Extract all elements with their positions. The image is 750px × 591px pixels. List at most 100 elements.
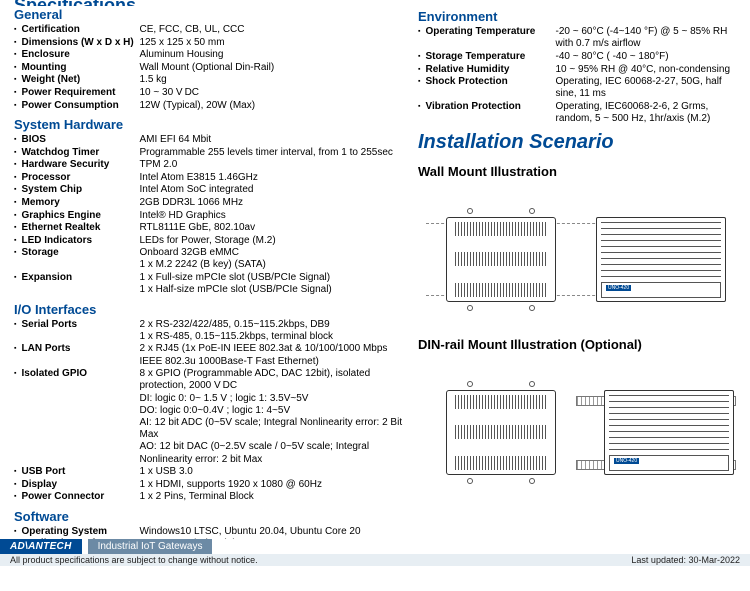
- wall-mount-title: Wall Mount Illustration: [418, 164, 734, 179]
- spec-row: System ChipIntel Atom SoC integrated: [14, 184, 410, 197]
- spec-label: LED Indicators: [21, 235, 139, 247]
- spec-row: Memory2GB DDR3L 1066 MHz: [14, 197, 410, 210]
- section-general: General: [14, 7, 410, 22]
- spec-value: 12W (Typical), 20W (Max): [139, 100, 410, 112]
- list-environment: Operating Temperature-20 ~ 60°C (-4~140 …: [418, 26, 734, 125]
- list-io: Serial Ports2 x RS-232/422/485, 0.15~115…: [14, 319, 410, 504]
- spec-label: Processor: [21, 172, 139, 184]
- spec-value: 1 x Full-size mPCIe slot (USB/PCIe Signa…: [139, 272, 410, 296]
- spec-row: Shock ProtectionOperating, IEC 60068-2-2…: [418, 76, 734, 101]
- spec-value: TPM 2.0: [139, 159, 410, 171]
- spec-label: Dimensions (W x D x H): [21, 37, 139, 49]
- spec-row: ProcessorIntel Atom E3815 1.46GHz: [14, 172, 410, 185]
- list-general: CertificationCE, FCC, CB, UL, CCCDimensi…: [14, 24, 410, 112]
- section-software: Software: [14, 509, 410, 524]
- footer-updated: Last updated: 30-Mar-2022: [631, 555, 740, 565]
- spec-value: -40 ~ 80°C ( -40 ~ 180°F): [555, 51, 734, 63]
- spec-row: Watchdog TimerProgrammable 255 levels ti…: [14, 147, 410, 160]
- cut-heading: Specifications: [14, 0, 410, 6]
- spec-row: Vibration ProtectionOperating, IEC60068-…: [418, 101, 734, 126]
- spec-label: Relative Humidity: [425, 64, 555, 76]
- footer-note: All product specifications are subject t…: [10, 555, 258, 565]
- section-environment: Environment: [418, 9, 734, 24]
- spec-label: Vibration Protection: [425, 101, 555, 113]
- spec-row: CertificationCE, FCC, CB, UL, CCC: [14, 24, 410, 37]
- spec-row: Power Consumption12W (Typical), 20W (Max…: [14, 99, 410, 112]
- spec-label: Mounting: [21, 62, 139, 74]
- spec-row: Operating SystemWindows10 LTSC, Ubuntu 2…: [14, 526, 410, 539]
- spec-value: 10 ~ 95% RH @ 40°C, non-condensing: [555, 64, 734, 76]
- spec-label: Weight (Net): [21, 74, 139, 86]
- spec-label: Operating Temperature: [425, 26, 555, 38]
- spec-row: LAN Ports2 x RJ45 (1x PoE-IN IEEE 802.3a…: [14, 343, 410, 368]
- spec-value: -20 ~ 60°C (-4~140 °F) @ 5 ~ 85% RH with…: [555, 26, 734, 50]
- spec-label: Isolated GPIO: [21, 368, 139, 380]
- spec-label: Storage Temperature: [425, 51, 555, 63]
- spec-label: Ethernet Realtek: [21, 222, 139, 234]
- spec-label: Shock Protection: [425, 76, 555, 88]
- device-label: UNO-420: [614, 458, 639, 464]
- brand-logo: AD\ANTECH: [0, 539, 82, 554]
- spec-value: 1.5 kg: [139, 74, 410, 86]
- device-label: UNO-420: [606, 285, 631, 291]
- spec-label: Operating System: [21, 526, 139, 538]
- spec-label: BIOS: [21, 134, 139, 146]
- spec-row: USB Port1 x USB 3.0: [14, 466, 410, 479]
- spec-label: System Chip: [21, 184, 139, 196]
- spec-value: 2 x RS-232/422/485, 0.15~115.2kbps, DB91…: [139, 319, 410, 343]
- section-hardware: System Hardware: [14, 117, 410, 132]
- spec-row: Relative Humidity10 ~ 95% RH @ 40°C, non…: [418, 63, 734, 76]
- spec-value: 2 x RJ45 (1x PoE-IN IEEE 802.3at & 10/10…: [139, 343, 410, 367]
- spec-value: 1 x HDMI, supports 1920 x 1080 @ 60Hz: [139, 479, 410, 491]
- spec-value: 2GB DDR3L 1066 MHz: [139, 197, 410, 209]
- spec-value: Operating, IEC60068-2-6, 2 Grms, random,…: [555, 101, 734, 125]
- spec-value: 1 x 2 Pins, Terminal Block: [139, 491, 410, 503]
- spec-value: AMI EFI 64 Mbit: [139, 134, 410, 146]
- installation-scenario-title: Installation Scenario: [418, 131, 734, 154]
- spec-row: EnclosureAluminum Housing: [14, 49, 410, 62]
- section-io: I/O Interfaces: [14, 302, 410, 317]
- spec-row: LED IndicatorsLEDs for Power, Storage (M…: [14, 234, 410, 247]
- spec-label: Power Consumption: [21, 100, 139, 112]
- spec-label: Expansion: [21, 272, 139, 284]
- spec-value: 1 x USB 3.0: [139, 466, 410, 478]
- spec-row: StorageOnboard 32GB eMMC1 x M.2 2242 (B …: [14, 247, 410, 272]
- spec-value: CE, FCC, CB, UL, CCC: [139, 24, 410, 36]
- spec-value: Windows10 LTSC, Ubuntu 20.04, Ubuntu Cor…: [139, 526, 410, 538]
- spec-value: Onboard 32GB eMMC1 x M.2 2242 (B key) (S…: [139, 247, 410, 271]
- spec-label: Certification: [21, 24, 139, 36]
- spec-row: Storage Temperature-40 ~ 80°C ( -40 ~ 18…: [418, 51, 734, 64]
- spec-value: RTL8111E GbE, 802.10av: [139, 222, 410, 234]
- spec-value: Intel Atom E3815 1.46GHz: [139, 172, 410, 184]
- spec-value: Programmable 255 levels timer interval, …: [139, 147, 410, 159]
- spec-label: Enclosure: [21, 49, 139, 61]
- spec-label: Memory: [21, 197, 139, 209]
- list-hardware: BIOSAMI EFI 64 MbitWatchdog TimerProgram…: [14, 134, 410, 297]
- spec-row: Graphics EngineIntel® HD Graphics: [14, 209, 410, 222]
- spec-value: Operating, IEC 60068-2-27, 50G, half sin…: [555, 76, 734, 100]
- spec-row: BIOSAMI EFI 64 Mbit: [14, 134, 410, 147]
- footer-category: Industrial IoT Gateways: [88, 539, 213, 554]
- spec-label: Storage: [21, 247, 139, 259]
- spec-value: Intel® HD Graphics: [139, 210, 410, 222]
- spec-label: Display: [21, 479, 139, 491]
- spec-row: Operating Temperature-20 ~ 60°C (-4~140 …: [418, 26, 734, 51]
- spec-row: Power Requirement10 ~ 30 V DC: [14, 87, 410, 100]
- spec-row: Expansion1 x Full-size mPCIe slot (USB/P…: [14, 272, 410, 297]
- spec-row: Ethernet RealtekRTL8111E GbE, 802.10av: [14, 222, 410, 235]
- spec-label: Power Requirement: [21, 87, 139, 99]
- spec-value: 8 x GPIO (Programmable ADC, DAC 12bit), …: [139, 368, 410, 466]
- spec-row: Power Connector1 x 2 Pins, Terminal Bloc…: [14, 491, 410, 504]
- spec-label: Watchdog Timer: [21, 147, 139, 159]
- spec-value: Wall Mount (Optional Din-Rail): [139, 62, 410, 74]
- spec-label: USB Port: [21, 466, 139, 478]
- spec-row: Isolated GPIO8 x GPIO (Programmable ADC,…: [14, 368, 410, 466]
- spec-label: Hardware Security: [21, 159, 139, 171]
- wall-mount-illustration: UNO-420: [426, 187, 726, 327]
- footer: AD\ANTECH Industrial IoT Gateways All pr…: [0, 539, 750, 566]
- spec-value: Intel Atom SoC integrated: [139, 184, 410, 196]
- spec-label: Graphics Engine: [21, 210, 139, 222]
- din-rail-illustration: UNO-420: [426, 360, 726, 500]
- spec-value: Aluminum Housing: [139, 49, 410, 61]
- spec-row: Hardware SecurityTPM 2.0: [14, 159, 410, 172]
